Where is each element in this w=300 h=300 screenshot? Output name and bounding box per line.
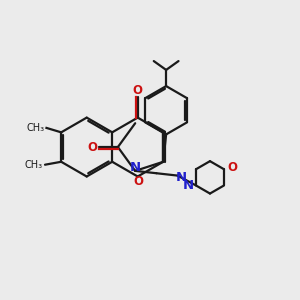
Text: N: N — [176, 171, 187, 184]
Text: O: O — [87, 141, 97, 154]
Text: O: O — [227, 161, 237, 174]
Text: O: O — [133, 84, 143, 97]
Text: N: N — [130, 161, 141, 174]
Text: N: N — [182, 179, 194, 192]
Text: CH₃: CH₃ — [25, 160, 43, 170]
Text: O: O — [133, 175, 143, 188]
Text: CH₃: CH₃ — [27, 123, 45, 133]
